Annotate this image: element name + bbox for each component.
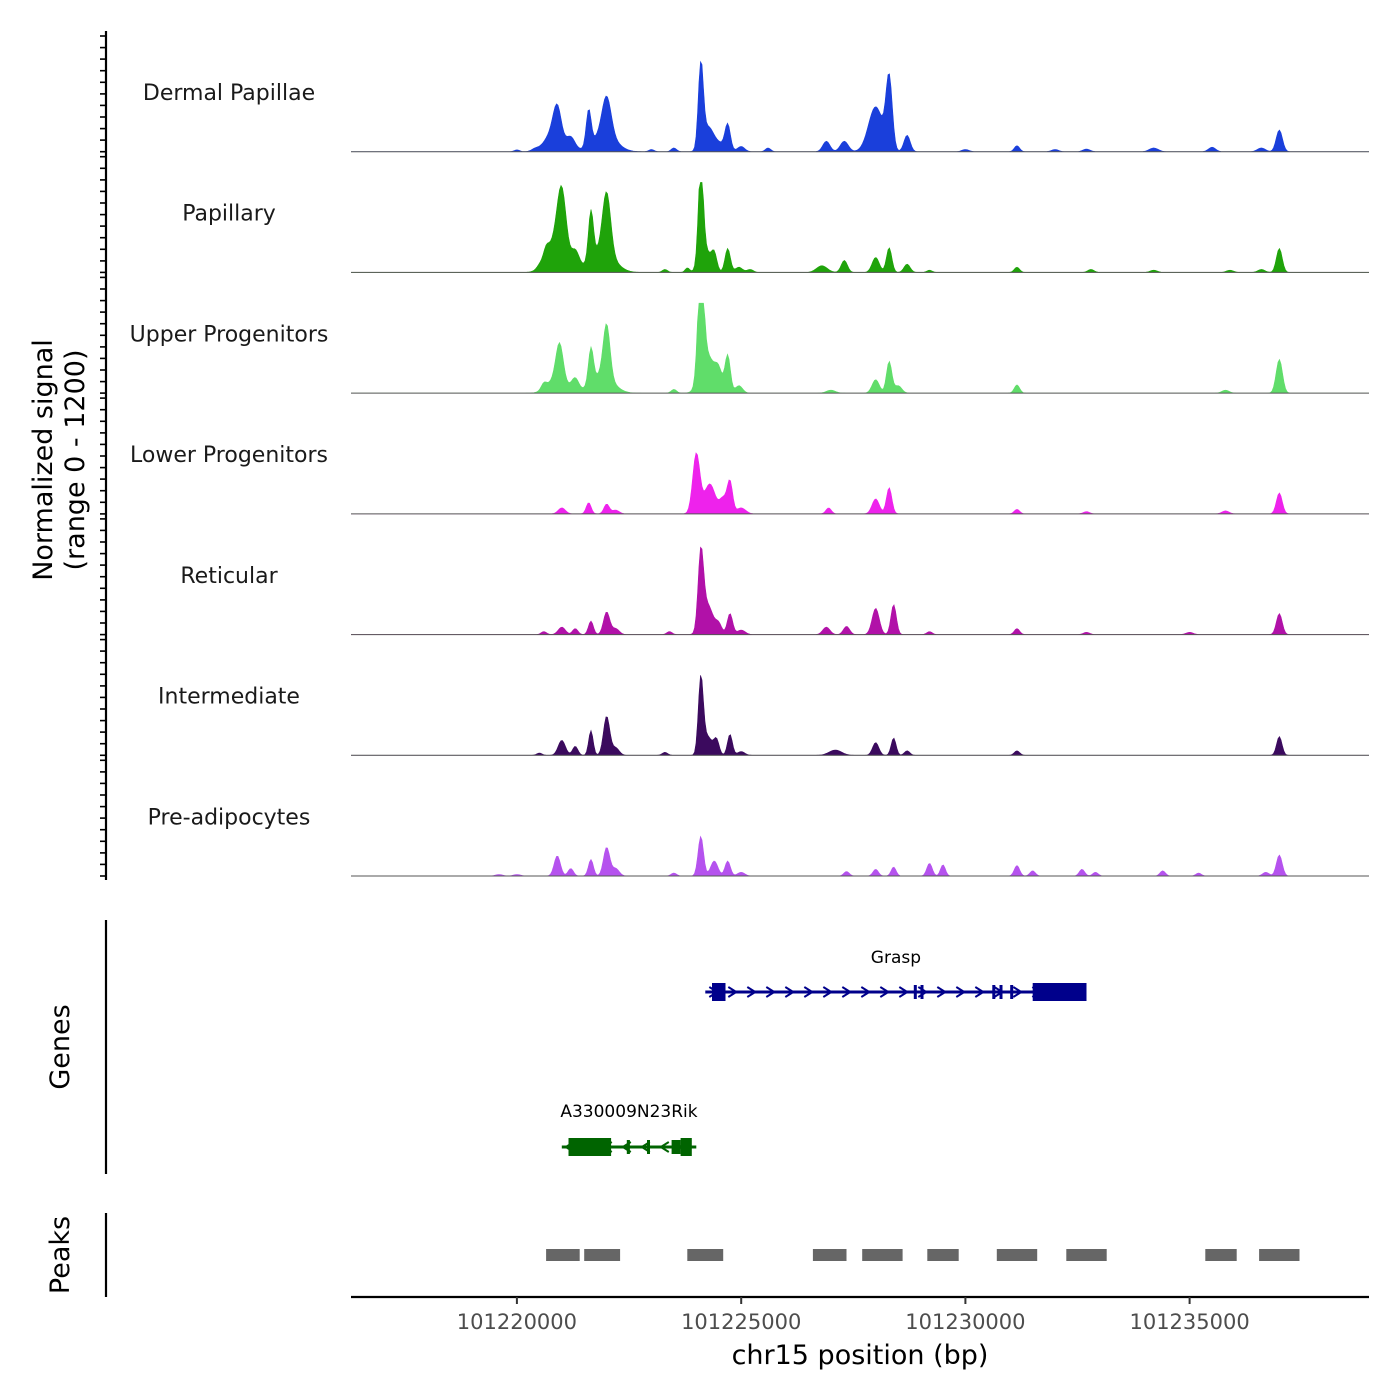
signal-area [351, 182, 1369, 273]
gene-exon [920, 985, 924, 999]
peak-region [584, 1249, 621, 1261]
peak-region [546, 1249, 580, 1261]
gene-exon [913, 985, 917, 999]
gene-exon [626, 1140, 630, 1154]
strand-arrow-icon [1012, 986, 1024, 998]
signal-area [351, 302, 1369, 394]
gene-label: Grasp [871, 948, 921, 968]
x-tick-label: 101230000 [905, 1310, 1025, 1334]
gene-a330009n23rik: A330009N23Rik [560, 1102, 698, 1156]
signal-axis-ticks [100, 35, 106, 877]
track-4: Lower Progenitors [130, 443, 1369, 515]
track-label: Upper Progenitors [130, 322, 329, 347]
peak-region [687, 1249, 724, 1261]
strand-arrow-icon [658, 1141, 670, 1153]
track-6: Intermediate [158, 675, 1369, 756]
gene-models: Grasp A330009N23Rik [560, 948, 1087, 1156]
signal-area [351, 835, 1369, 877]
strand-arrow-icon [841, 986, 853, 998]
genes-axis-title: Genes [45, 1004, 76, 1089]
strand-arrow-icon [803, 986, 815, 998]
peak-region [927, 1249, 959, 1261]
track-1: Dermal Papillae [143, 60, 1369, 153]
strand-arrow-icon [822, 986, 834, 998]
gene-exon [1032, 983, 1087, 1001]
track-label: Papillary [182, 202, 276, 227]
peak-regions [546, 1249, 1300, 1261]
strand-arrow-icon [860, 986, 872, 998]
gene-exon [568, 1138, 612, 1156]
signal-y-axis [100, 31, 108, 880]
strand-arrow-icon [746, 986, 758, 998]
strand-arrow-icon [784, 986, 796, 998]
gene-label: A330009N23Rik [560, 1102, 697, 1122]
x-tick-label: 101235000 [1129, 1310, 1249, 1334]
signal-axis-title-line1: Normalized signal [28, 339, 59, 581]
signal-area [351, 546, 1369, 635]
signal-axis-title-line2: (range 0 - 1200) [60, 350, 91, 571]
x-tick-label: 101225000 [681, 1310, 801, 1334]
track-5: Reticular [180, 546, 1369, 636]
strand-arrow-icon [765, 986, 777, 998]
strand-arrow-icon [974, 986, 986, 998]
signal-area [351, 60, 1369, 153]
peak-region [1066, 1249, 1107, 1261]
gene-exon [1010, 985, 1014, 999]
track-3: Upper Progenitors [130, 302, 1369, 394]
strand-arrow-icon [879, 986, 891, 998]
track-7: Pre-adipocytes [148, 805, 1369, 877]
gene-grasp: Grasp [705, 948, 1087, 1001]
peaks-axis-title: Peaks [45, 1216, 76, 1294]
track-label: Pre-adipocytes [148, 805, 311, 830]
strand-arrow-icon [727, 986, 739, 998]
gene-exon [647, 1140, 650, 1154]
gene-exon [992, 985, 996, 999]
peak-region [862, 1249, 903, 1261]
gene-exon [680, 1138, 692, 1156]
signal-area [351, 675, 1369, 756]
x-tick-label: 101220000 [457, 1310, 577, 1334]
gene-exon [712, 983, 726, 1001]
signal-tracks: Dermal Papillae Papillary Upper Progenitor… [130, 60, 1369, 877]
strand-arrow-icon [936, 986, 948, 998]
track-label: Reticular [180, 564, 278, 589]
gene-exon [671, 1140, 681, 1154]
peak-region [1259, 1249, 1300, 1261]
peak-region [1205, 1249, 1237, 1261]
x-axis-ticks: 101220000 101225000 101230000 101235000 [457, 1297, 1250, 1334]
x-axis-title: chr15 position (bp) [732, 1340, 989, 1371]
signal-area [351, 452, 1369, 515]
track-label: Intermediate [158, 685, 300, 710]
peak-region [812, 1249, 847, 1261]
track-2: Papillary [182, 182, 1369, 273]
strand-arrow-icon [955, 986, 967, 998]
peak-region [996, 1249, 1038, 1261]
track-label: Dermal Papillae [143, 81, 315, 106]
gene-exon [999, 985, 1003, 999]
track-label: Lower Progenitors [130, 443, 328, 468]
strand-arrow-icon [898, 986, 910, 998]
